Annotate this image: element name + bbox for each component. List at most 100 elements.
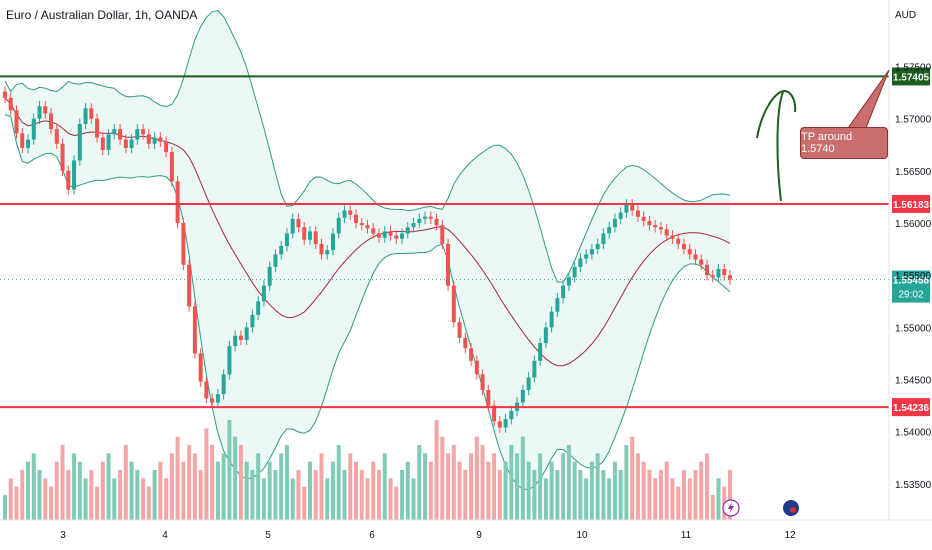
volume-bar: [204, 428, 209, 520]
candle-body: [158, 137, 163, 142]
volume-bar: [307, 461, 312, 520]
price-level-label-bg: [892, 67, 930, 86]
volume-bar: [181, 461, 186, 520]
candle-body: [388, 231, 393, 236]
volume-bar: [54, 461, 59, 520]
volume-bar: [728, 470, 732, 520]
volume-bar: [463, 470, 468, 520]
x-tick-label: 12: [784, 530, 796, 541]
x-tick-label: 11: [681, 530, 692, 541]
bollinger-lower-line: [4, 114, 731, 491]
volume-bar: [112, 478, 117, 520]
candle-body: [267, 266, 272, 286]
volume-bar: [595, 453, 600, 520]
volume-bar: [417, 445, 422, 520]
volume-bar: [8, 478, 13, 520]
candle-body: [428, 216, 433, 219]
volume-bar: [480, 445, 485, 520]
volume-bar: [561, 453, 566, 520]
tp-callout-pointer: [847, 69, 890, 129]
candle-body: [526, 377, 531, 390]
candle-body: [497, 421, 502, 428]
candle-body: [601, 233, 606, 244]
volume-bar: [89, 470, 94, 520]
candle-body: [710, 275, 715, 278]
tp-annotation: TP around 1.5740: [800, 127, 888, 159]
volume-bar: [72, 453, 77, 520]
volume-bar: [658, 470, 663, 520]
candle-body: [394, 235, 399, 239]
volume-bar: [267, 461, 272, 520]
bollinger-band-fill: [5, 10, 730, 490]
candle-body: [20, 133, 25, 148]
volume-bar: [123, 445, 128, 520]
volume-bar: [687, 478, 692, 520]
volume-bar: [515, 453, 520, 520]
candle-body: [164, 141, 169, 153]
volume-bar: [238, 445, 243, 520]
candle-body: [503, 419, 508, 428]
candle-body: [31, 118, 36, 140]
candle-body: [584, 254, 589, 259]
countdown-label: 29:02: [898, 290, 923, 301]
volume-bar: [77, 461, 82, 520]
candle-body: [187, 264, 192, 307]
volume-bar: [451, 445, 456, 520]
candle-body: [290, 218, 295, 234]
candle-body: [14, 110, 19, 134]
volume-bar: [210, 445, 215, 520]
candle-body: [83, 108, 88, 124]
volume-bar: [152, 470, 157, 520]
candle-body: [100, 137, 105, 150]
current-price-label-bg: [892, 270, 930, 303]
candle-body: [572, 266, 577, 278]
candle-body: [641, 216, 646, 221]
candle-body: [141, 129, 146, 135]
candle-body: [215, 394, 220, 403]
candle-body: [118, 129, 123, 140]
x-tick-label: 4: [162, 530, 168, 541]
candle-body: [377, 233, 382, 238]
candle-body: [704, 264, 709, 276]
volume-bar: [118, 470, 123, 520]
volume-bar: [555, 470, 560, 520]
volume-bar: [704, 453, 709, 520]
candle-body: [555, 298, 560, 312]
volume-bar: [578, 470, 583, 520]
candle-body: [112, 129, 117, 135]
candle-body: [210, 398, 215, 403]
volume-bar: [233, 436, 238, 520]
candle-body: [307, 231, 312, 240]
volume-bar: [273, 470, 278, 520]
volume-bar: [31, 453, 36, 520]
candle-body: [261, 285, 266, 302]
candle-body: [451, 285, 456, 323]
volume-bar: [66, 470, 71, 520]
candle-body: [123, 139, 128, 148]
candle-body: [607, 227, 612, 234]
volume-bar: [135, 470, 140, 520]
volume-bar: [699, 461, 704, 520]
candle-body: [492, 405, 497, 422]
volume-bar: [250, 470, 255, 520]
candle-body: [371, 228, 376, 234]
candle-body: [192, 306, 197, 354]
drawn-arrow-shaft: [776, 91, 784, 202]
candle-body: [54, 129, 59, 144]
flag-dot-icon: [790, 507, 796, 513]
candle-body: [486, 390, 491, 406]
volume-bar: [503, 461, 508, 520]
volume-bar: [405, 461, 410, 520]
volume-bar: [296, 470, 301, 520]
candle-body: [365, 225, 370, 229]
volume-bar: [469, 453, 474, 520]
candle-body: [670, 235, 675, 239]
volume-bar: [371, 461, 376, 520]
volume-bar: [716, 478, 721, 520]
x-tick-label: 3: [60, 530, 66, 541]
candle-body: [411, 223, 416, 228]
volume-bar: [279, 453, 284, 520]
volume-bar: [681, 470, 686, 520]
drawn-arrow-head: [756, 89, 797, 139]
